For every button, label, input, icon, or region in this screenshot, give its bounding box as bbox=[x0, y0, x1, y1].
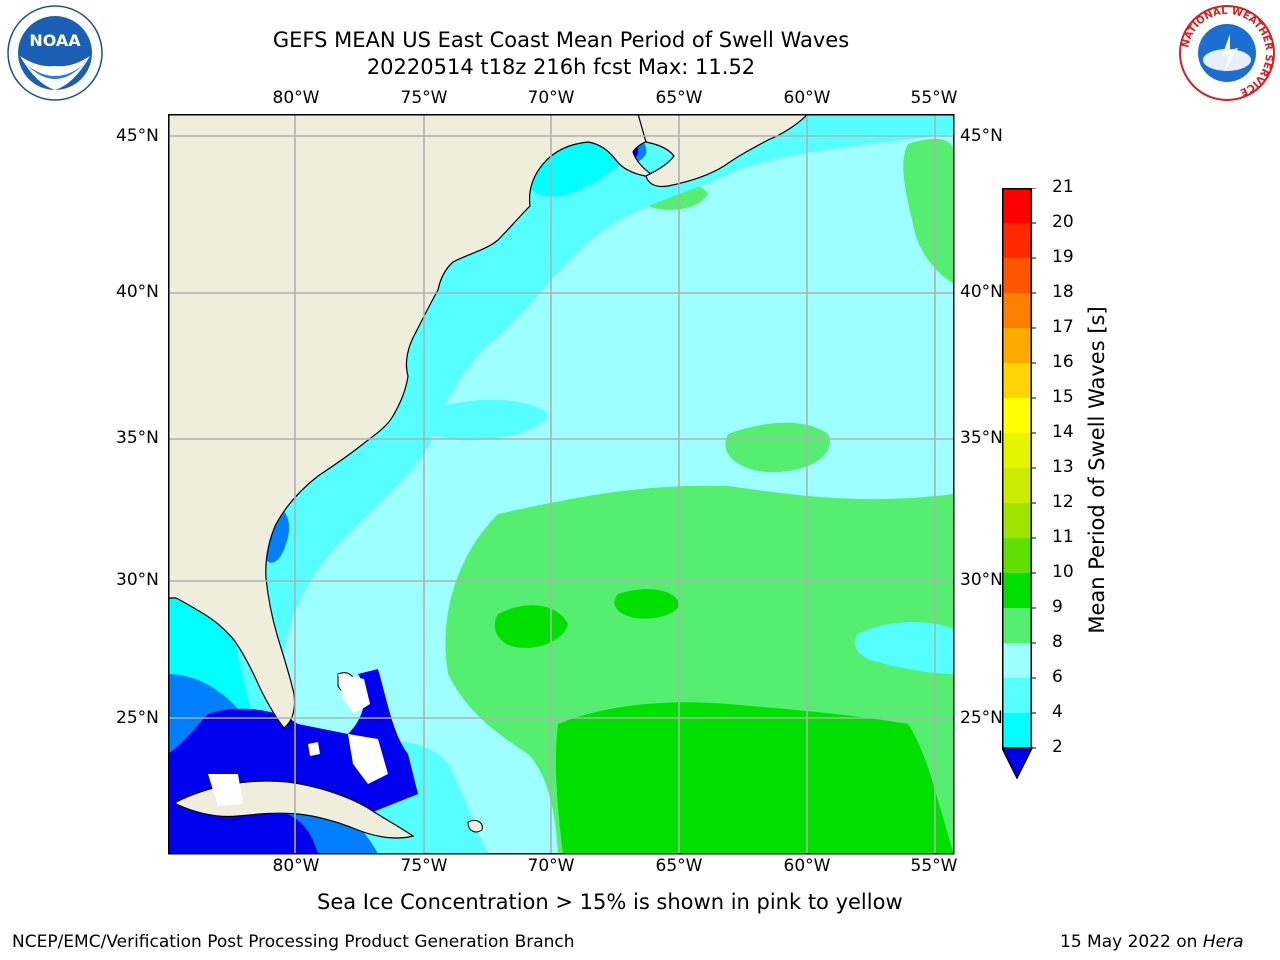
colorbar-swatch bbox=[1002, 293, 1032, 328]
noaa-logo: NOAA bbox=[6, 4, 104, 102]
colorbar-tick-label: 2 bbox=[1052, 737, 1063, 757]
colorbar-swatch bbox=[1002, 573, 1032, 608]
lat-label-left: 25°N bbox=[116, 708, 159, 728]
colorbar-frame bbox=[1002, 188, 1032, 749]
lat-label-left: 35°N bbox=[116, 428, 159, 448]
nodata-patch bbox=[338, 674, 370, 714]
lon-label-bottom: 75°W bbox=[400, 856, 448, 876]
colorbar-tick-label: 9 bbox=[1052, 597, 1063, 617]
lon-label-top: 70°W bbox=[527, 88, 575, 108]
colorbar-swatch bbox=[1002, 468, 1032, 503]
land-nova-scotia bbox=[637, 114, 809, 188]
map-subtitle: 20220514 t18z 216h fcst Max: 11.52 bbox=[366, 55, 756, 79]
lat-label-right: 35°N bbox=[960, 428, 1003, 448]
colorbar-tick-label: 21 bbox=[1052, 177, 1074, 197]
field-9-10s bbox=[903, 138, 954, 284]
colorbar-tick-label: 11 bbox=[1052, 527, 1074, 547]
lon-label-bottom: 80°W bbox=[272, 856, 320, 876]
lat-label-left: 40°N bbox=[116, 282, 159, 302]
footer-credit: NCEP/EMC/Verification Post Processing Pr… bbox=[12, 932, 575, 952]
nws-logo: NATIONAL WEATHER SERVICE bbox=[1178, 4, 1276, 102]
colorbar-swatch bbox=[1002, 328, 1032, 363]
map-title: GEFS MEAN US East Coast Mean Period of S… bbox=[272, 28, 850, 52]
lat-label-right: 40°N bbox=[960, 282, 1003, 302]
field-10-11s bbox=[494, 605, 568, 648]
colorbar-tick-label: 16 bbox=[1052, 352, 1074, 372]
graticule bbox=[168, 114, 954, 854]
colorbar-swatch bbox=[1002, 223, 1032, 258]
lat-label-left: 30°N bbox=[116, 570, 159, 590]
field-below-2s bbox=[168, 814, 318, 854]
colorbar-label: Mean Period of Swell Waves [s] bbox=[1085, 306, 1109, 634]
field-6-8s bbox=[854, 622, 954, 674]
colorbar-tick-label: 13 bbox=[1052, 457, 1074, 477]
colorbar-swatch bbox=[1002, 258, 1032, 293]
colorbar-swatch bbox=[1002, 538, 1032, 573]
colorbar-swatch bbox=[1002, 503, 1032, 538]
colorbar-tick-label: 12 bbox=[1052, 492, 1074, 512]
colorbar-tick-label: 17 bbox=[1052, 317, 1074, 337]
map-frame bbox=[168, 114, 955, 855]
sea-ice-note: Sea Ice Concentration > 15% is shown in … bbox=[317, 890, 903, 914]
lat-label-right: 45°N bbox=[960, 126, 1003, 146]
map-panel bbox=[168, 114, 955, 855]
field-10-11s bbox=[614, 589, 680, 619]
lon-label-top: 65°W bbox=[655, 88, 703, 108]
lon-label-bottom: 70°W bbox=[527, 856, 575, 876]
field-9-10s bbox=[725, 422, 830, 473]
noaa-logo-text: NOAA bbox=[29, 31, 81, 50]
lon-label-top: 75°W bbox=[400, 88, 448, 108]
colorbar-tick-label: 20 bbox=[1052, 212, 1074, 232]
colorbar-swatch bbox=[1002, 433, 1032, 468]
colorbar-tick-label: 15 bbox=[1052, 387, 1074, 407]
colorbar-extend-arrow bbox=[1002, 747, 1034, 780]
lat-label-right: 30°N bbox=[960, 570, 1003, 590]
footer-date: 15 May 2022 on Hera bbox=[1060, 932, 1244, 952]
nodata-patch bbox=[348, 734, 388, 784]
lon-label-bottom: 65°W bbox=[655, 856, 703, 876]
footer-date-text: 15 May 2022 on bbox=[1060, 932, 1203, 952]
lon-label-bottom: 55°W bbox=[910, 856, 958, 876]
nodata-patch bbox=[208, 774, 243, 806]
colorbar-tick-label: 8 bbox=[1052, 632, 1063, 652]
lon-label-top: 80°W bbox=[272, 88, 320, 108]
colorbar-tick-label: 14 bbox=[1052, 422, 1074, 442]
footer-host: Hera bbox=[1202, 932, 1244, 952]
lon-label-bottom: 60°W bbox=[783, 856, 831, 876]
colorbar-swatch bbox=[1002, 363, 1032, 398]
colorbar bbox=[1002, 188, 1036, 784]
field-10-11s bbox=[555, 702, 954, 854]
colorbar-swatch bbox=[1002, 678, 1032, 713]
colorbar-tick-label: 6 bbox=[1052, 667, 1063, 687]
colorbar-swatch bbox=[1002, 643, 1032, 678]
lat-label-left: 45°N bbox=[116, 126, 159, 146]
map-canvas bbox=[168, 114, 955, 855]
colorbar-tick-label: 18 bbox=[1052, 282, 1074, 302]
lon-label-top: 60°W bbox=[783, 88, 831, 108]
lon-label-top: 55°W bbox=[910, 88, 958, 108]
lat-label-right: 25°N bbox=[960, 708, 1003, 728]
colorbar-swatch bbox=[1002, 608, 1032, 643]
colorbar-tick-label: 10 bbox=[1052, 562, 1074, 582]
colorbar-swatch bbox=[1002, 188, 1032, 223]
colorbar-swatch bbox=[1002, 713, 1032, 748]
colorbar-swatch bbox=[1002, 398, 1032, 433]
field-6-8s bbox=[417, 399, 548, 441]
land-bahamas bbox=[467, 819, 483, 833]
colorbar-tick-label: 4 bbox=[1052, 702, 1063, 722]
colorbar-tick-label: 19 bbox=[1052, 247, 1074, 267]
nodata-patch bbox=[308, 742, 320, 756]
